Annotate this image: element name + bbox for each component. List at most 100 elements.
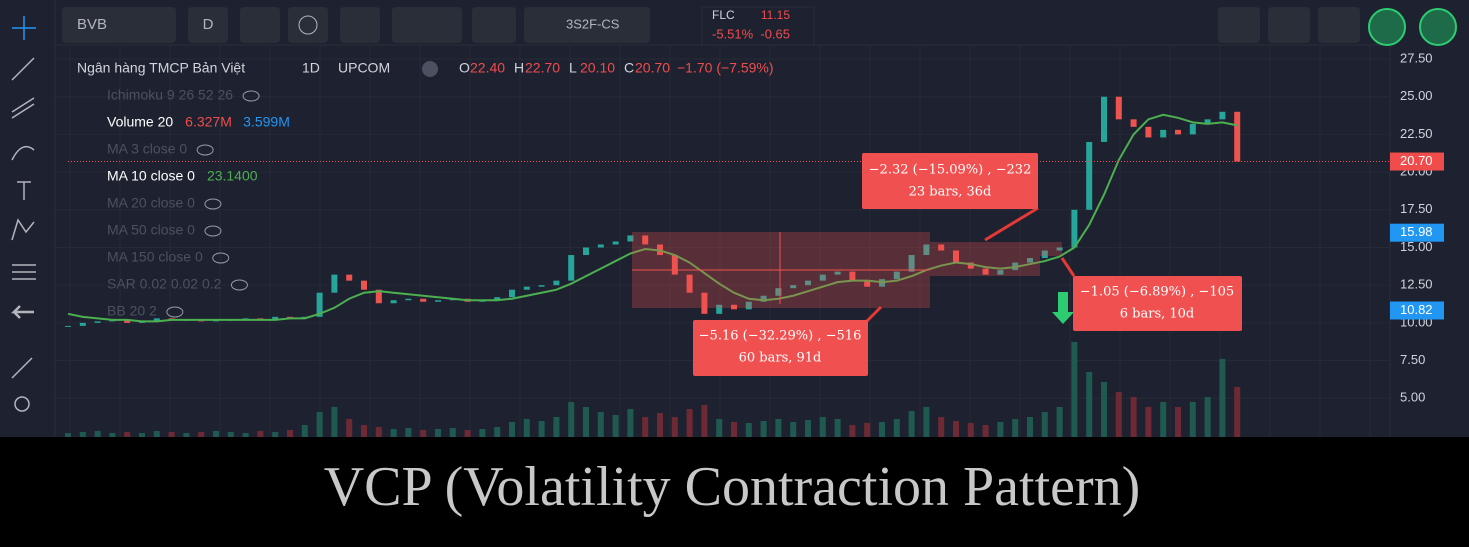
indicator-name: SAR 0.02 0.02 0.2 [107,276,222,292]
price-badge-label: 10.82 [1400,302,1433,317]
fullscreen-button[interactable] [1318,7,1360,43]
candle-body [1145,126,1152,138]
indicator-name: MA 10 close 0 [107,168,195,184]
candle-body [1056,247,1063,251]
volume-bar [65,433,71,437]
volume-bar [716,419,723,437]
record-button[interactable] [1368,8,1406,46]
compare-button[interactable] [472,7,516,43]
candle-body [745,301,752,310]
volume-bar [938,417,945,437]
volume-bar [301,425,308,437]
volume-bar [316,412,323,437]
volume-bar [982,425,989,437]
symbol-button[interactable] [62,7,176,43]
symbol-name: Ngân hàng TMCP Bản Việt [77,60,245,76]
watch-widget[interactable] [701,6,815,46]
volume-bar [1027,417,1033,437]
collapse-button[interactable] [422,61,438,77]
volume-bar [893,419,900,437]
indicator-name: Ichimoku 9 26 52 26 [107,87,233,103]
candle-body [597,244,604,248]
volume-bar [686,409,693,437]
indicator-value: 3.599M [243,114,290,130]
volume-bar [375,427,382,437]
candle-body [893,271,900,280]
annotation-text: 60 bars, 91d [739,351,822,366]
candle-body [420,298,427,302]
indicator-name: MA 50 close 0 [107,222,195,238]
candle-body [79,322,86,326]
candle-body [790,285,797,289]
eye-icon[interactable] [204,225,222,237]
y-tick-label: 27.50 [1400,50,1433,65]
y-tick-label: 15.00 [1400,239,1433,254]
indicator-name: Volume 20 [107,114,173,130]
share-button[interactable] [1419,8,1457,46]
volume-bar [1145,407,1152,437]
candle-body [1027,258,1033,263]
annotation-text: 6 bars, 10d [1120,307,1195,322]
candle-body [923,244,930,256]
volume-bar [272,432,279,437]
eye-icon[interactable] [242,90,260,102]
settings-button[interactable] [1268,7,1310,43]
candle-body [390,300,397,304]
indicator-value: 23.1400 [207,168,258,184]
volume-bar [1115,392,1122,437]
volume-bar [479,429,486,437]
interval-button[interactable] [188,7,228,43]
volume-bar [745,423,752,437]
volume-bar [257,431,264,437]
ohlc-value: 22.40 [470,60,505,76]
candle-body [568,255,575,281]
measure-guides [632,232,930,304]
candle-body [908,255,915,272]
volume-bar [775,419,782,437]
volume-bar [583,407,589,437]
chart-type-button[interactable] [240,7,280,43]
watch-change: -0.65 [760,26,790,41]
volume-bar [1130,397,1137,437]
watch-change-pct: -5.51% [712,26,754,41]
volume-bar [1160,402,1167,437]
volume-bar [346,419,353,437]
volume-bar [1056,407,1063,437]
template: 3S2F-CS [566,16,620,31]
volume-bar [805,420,811,437]
tool-button[interactable] [340,7,380,43]
layout-button[interactable] [1218,7,1260,43]
candle-body [849,271,856,281]
volume-bar [124,432,131,437]
volume-bar [449,428,456,437]
ohlc-value: 22.70 [525,60,560,76]
candle-body [1175,129,1181,135]
arrow [1052,292,1074,324]
eye-icon[interactable] [166,306,184,318]
volume-bar [331,407,338,437]
eye-icon[interactable] [212,252,230,264]
indicator-name: MA 150 close 0 [107,249,203,265]
eye-icon[interactable] [196,144,214,156]
volume-bar [242,433,249,437]
eye-icon[interactable] [204,198,222,210]
indicator-button[interactable] [288,7,328,43]
y-tick-label: 22.50 [1400,126,1433,141]
candle-body [272,316,279,320]
candle-body [805,280,811,286]
volume-bar [864,423,871,437]
volume-bar [139,433,145,437]
left-toolbar[interactable] [10,16,36,412]
candle-body [361,280,367,290]
y-tick-label: 25.00 [1400,88,1433,103]
template-button[interactable] [524,7,650,43]
price-badge-label: 20.70 [1400,153,1433,168]
eye-icon[interactable] [230,279,248,291]
price-badge [1390,152,1444,171]
watch-price: 11.15 [761,8,790,22]
footer-bg [0,437,1469,542]
annotation: −1.05 (−6.89%) , −105 6 bars, 10d [1073,276,1242,331]
undo-redo[interactable] [392,7,462,43]
candle-body [716,304,723,314]
